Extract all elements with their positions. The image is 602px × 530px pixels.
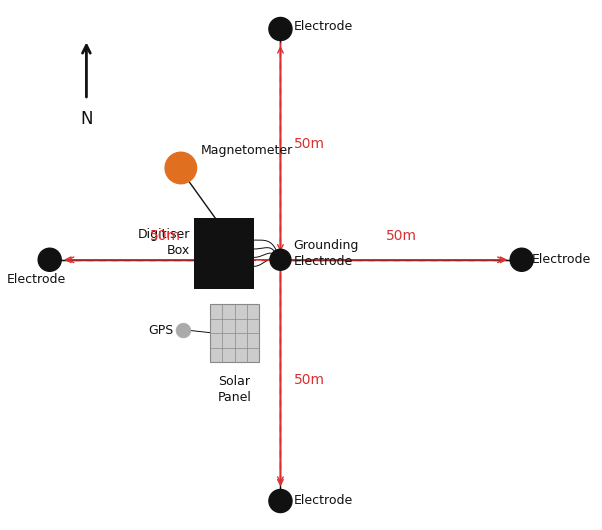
Bar [194,218,254,289]
Text: 50m: 50m [149,229,181,243]
Text: Electrode: Electrode [532,253,591,266]
Text: Electrode: Electrode [7,273,66,286]
Text: Electrode: Electrode [294,20,353,33]
Circle shape [510,248,533,271]
Circle shape [269,490,292,513]
Text: GPS: GPS [149,324,174,337]
Circle shape [270,249,291,270]
Text: 50m: 50m [294,137,324,152]
Circle shape [176,323,191,338]
Text: Magnetometer: Magnetometer [200,145,293,157]
Text: N: N [80,110,93,128]
Circle shape [165,152,196,184]
Bar [209,304,259,362]
Circle shape [269,17,292,40]
Text: 50m: 50m [294,373,324,387]
Text: Digitiser
Box: Digitiser Box [137,228,190,257]
Text: 50m: 50m [385,229,417,243]
Text: Grounding
Electrode: Grounding Electrode [294,239,359,268]
Text: Electrode: Electrode [294,494,353,508]
Circle shape [38,248,61,271]
Text: Solar
Panel: Solar Panel [218,375,252,404]
